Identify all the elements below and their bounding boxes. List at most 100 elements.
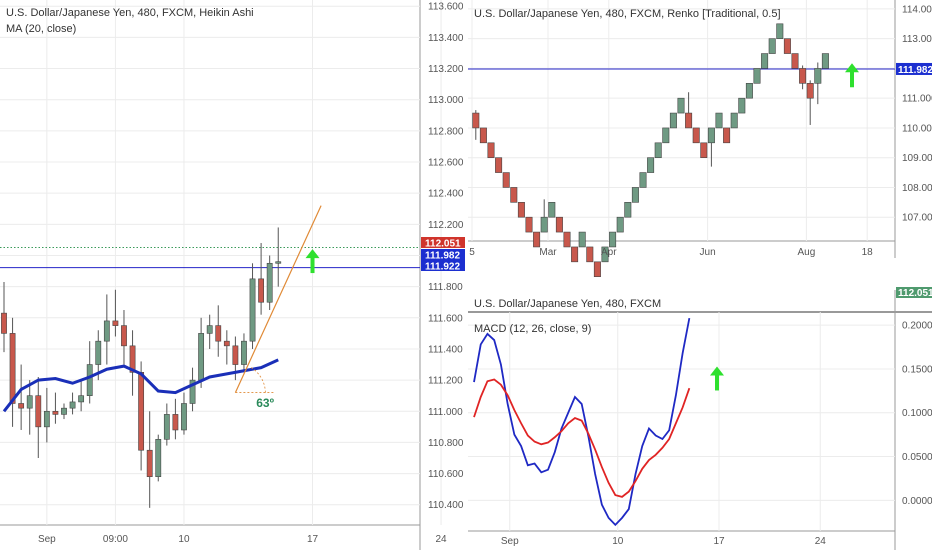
up-arrow-icon xyxy=(710,366,724,391)
heikin-grid xyxy=(0,0,442,525)
price-tag-label: 111.922 xyxy=(425,262,460,273)
renko-brick xyxy=(495,157,503,173)
signal-line xyxy=(473,378,691,498)
renko-brick xyxy=(677,97,685,114)
candle-body xyxy=(189,379,196,404)
candle-body xyxy=(241,340,247,365)
candle-body xyxy=(69,401,76,409)
renko-grid xyxy=(468,0,895,241)
trend-line[interactable] xyxy=(234,205,322,393)
candle-body xyxy=(43,410,50,428)
y-tick-label: 0.1500 xyxy=(902,364,932,375)
y-tick-label: 109.000 xyxy=(902,153,932,164)
candle-body xyxy=(138,372,145,451)
x-tick-label: 10 xyxy=(612,536,624,547)
heikin-indicator-label: MA (20, close) xyxy=(6,23,76,35)
renko-brick xyxy=(783,38,791,54)
renko-brick xyxy=(700,142,708,158)
y-tick-label: 113.000 xyxy=(902,34,932,45)
candle-body xyxy=(86,364,93,396)
renko-y-tick-labels: 114.000113.000112.000111.000110.000109.0… xyxy=(902,4,932,223)
price-tag xyxy=(421,260,465,271)
candle-body xyxy=(18,403,25,409)
macd-x-tick-labels: Sep 10 17 24 xyxy=(501,536,826,547)
y-tick-label: 111.400 xyxy=(428,344,463,355)
macd-pane[interactable]: 0.2000 0.1500 0.1000 0.0500 0.0000 Sep 10 17 24… xyxy=(468,287,932,550)
price-tag-label: 111.982 xyxy=(898,65,932,76)
price-tag-label: 112.051 xyxy=(898,288,932,299)
price-tag-label: 112.051 xyxy=(425,239,461,250)
y-tick-label: 110.400 xyxy=(428,500,464,511)
macd-indicator-label: MACD (12, 26, close, 9) xyxy=(474,323,591,335)
renko-brick xyxy=(479,127,487,144)
renko-brick xyxy=(692,127,700,144)
renko-brick xyxy=(715,112,723,129)
renko-brick xyxy=(578,231,586,248)
macd-grid xyxy=(468,312,895,531)
renko-brick xyxy=(586,246,594,263)
renko-brick xyxy=(662,127,670,144)
price-tag-label: 111.982 xyxy=(425,251,460,262)
heikin-title: U.S. Dollar/Japanese Yen, 480, FXCM, Hei… xyxy=(6,7,254,19)
up-arrow-head xyxy=(845,63,859,73)
up-arrow-head xyxy=(710,366,724,376)
renko-brick xyxy=(821,53,829,69)
up-arrow-icon xyxy=(305,249,320,274)
ma-line xyxy=(2,358,279,413)
y-tick-label: 111.200 xyxy=(428,376,463,387)
renko-bricks xyxy=(472,23,829,278)
candle-body xyxy=(258,278,264,303)
candle-body xyxy=(78,395,85,403)
up-arrow-shaft xyxy=(310,257,315,274)
y-tick-label: 110.000 xyxy=(902,123,932,134)
renko-brick xyxy=(753,68,761,84)
renko-x-tick-labels: 5 Mar Apr Jun Aug 18 xyxy=(469,247,873,258)
x-tick-label: 24 xyxy=(815,536,827,547)
macd-title: U.S. Dollar/Japanese Yen, 480, FXCM xyxy=(474,298,661,310)
price-tag xyxy=(896,287,932,298)
y-tick-label: 113.600 xyxy=(428,2,464,13)
renko-brick xyxy=(563,231,571,248)
renko-brick xyxy=(707,127,715,144)
candle-body xyxy=(52,410,59,415)
heikin-ashi-pane[interactable]: 63º 113.600113.400113.200113.000112.8001… xyxy=(0,0,465,550)
renko-brick xyxy=(768,38,776,54)
x-tick-label: Aug xyxy=(798,247,816,258)
renko-brick xyxy=(624,202,632,218)
candle-body xyxy=(206,325,213,334)
up-arrow-head xyxy=(305,249,320,259)
x-tick-label: 10 xyxy=(178,534,190,545)
angle-label: 63º xyxy=(256,396,274,410)
candle-body xyxy=(249,278,256,342)
candle-body xyxy=(1,312,7,334)
macd-price-tag: 112.051 xyxy=(896,287,932,299)
candle-body xyxy=(155,439,162,478)
candle-body xyxy=(121,325,127,347)
price-tag xyxy=(896,62,932,75)
renko-brick xyxy=(738,97,746,114)
candle-body xyxy=(61,407,67,415)
y-tick-label: 112.800 xyxy=(428,126,464,137)
renko-brick xyxy=(685,112,693,129)
renko-brick xyxy=(639,172,647,188)
candle-body xyxy=(129,345,136,373)
x-tick-label: 18 xyxy=(862,247,874,258)
renko-brick xyxy=(647,157,655,173)
renko-brick xyxy=(472,112,480,129)
candle-body xyxy=(172,414,179,431)
renko-pane[interactable]: 114.000113.000112.000111.000110.000109.0… xyxy=(468,0,932,278)
y-tick-label: 0.2000 xyxy=(902,321,932,332)
y-tick-label: 113.000 xyxy=(428,95,464,106)
candle-body xyxy=(146,449,153,478)
up-arrow-shaft xyxy=(715,374,719,391)
candle-body xyxy=(103,320,110,342)
macd-series xyxy=(473,317,691,527)
renko-title: U.S. Dollar/Japanese Yen, 480, FXCM, Ren… xyxy=(474,8,781,20)
up-arrow-icon xyxy=(845,63,859,88)
x-tick-label: Mar xyxy=(539,247,557,258)
y-tick-label: 0.0500 xyxy=(902,452,932,463)
price-tag xyxy=(421,237,465,248)
renko-brick xyxy=(723,127,731,144)
macd-line xyxy=(473,317,691,527)
